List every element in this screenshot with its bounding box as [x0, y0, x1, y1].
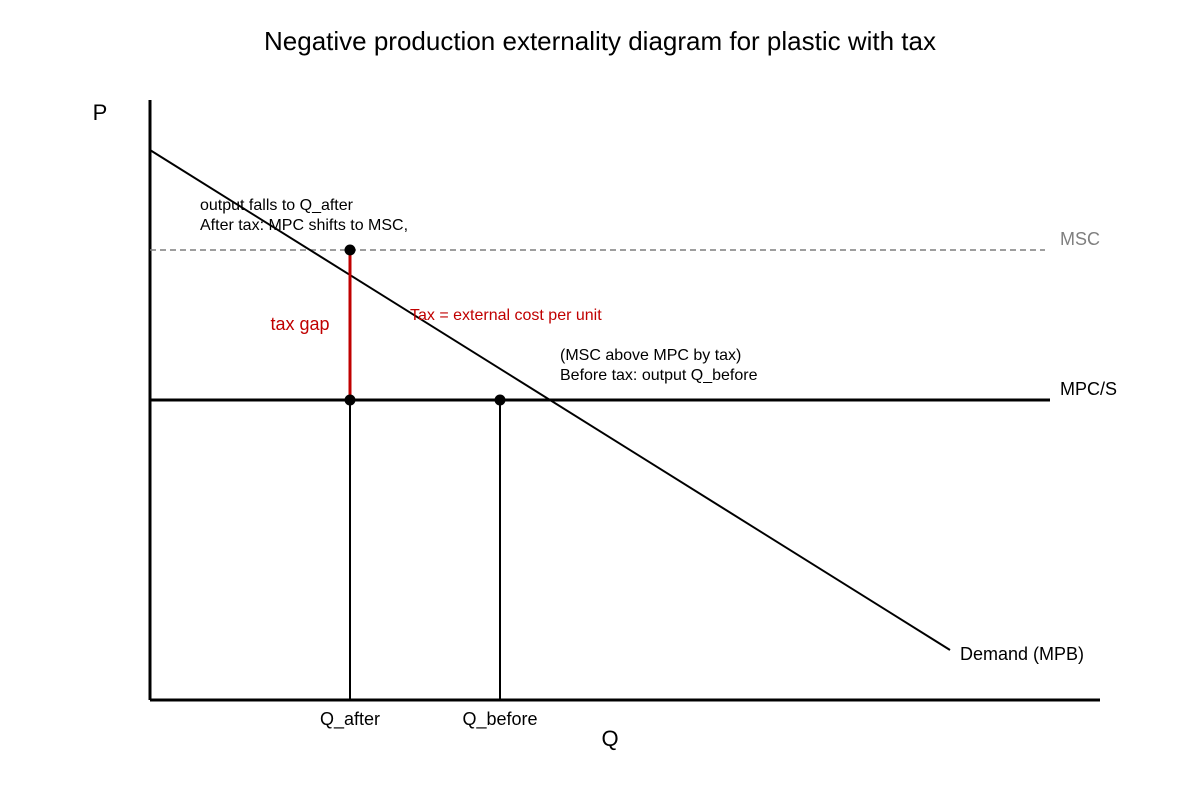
point-mpc-q-after: [344, 394, 356, 406]
tax-gap-label: tax gap: [270, 314, 329, 334]
demand-curve: [149, 149, 951, 651]
before-tax-note-line1: (MSC above MPC by tax): [560, 347, 741, 364]
after-tax-note-line2: After tax: MPC shifts to MSC,: [200, 217, 408, 234]
demand-label: Demand (MPB): [960, 644, 1084, 664]
mpc-supply-label: MPC/S: [1060, 379, 1117, 399]
point-msc-q-after: [344, 244, 356, 256]
y-axis-label: P: [93, 100, 108, 125]
tax-note: Tax = external cost per unit: [410, 307, 602, 324]
q-before-label: Q_before: [462, 709, 537, 730]
after-tax-note-line1: output falls to Q_after: [200, 197, 354, 214]
before-tax-note-line2: Before tax: output Q_before: [560, 367, 758, 384]
q-after-label: Q_after: [320, 709, 380, 730]
diagram-title: Negative production externality diagram …: [264, 26, 936, 56]
point-mpc-q-before: [494, 394, 506, 406]
msc-label: MSC: [1060, 229, 1100, 249]
x-axis-label: Q: [601, 726, 618, 751]
